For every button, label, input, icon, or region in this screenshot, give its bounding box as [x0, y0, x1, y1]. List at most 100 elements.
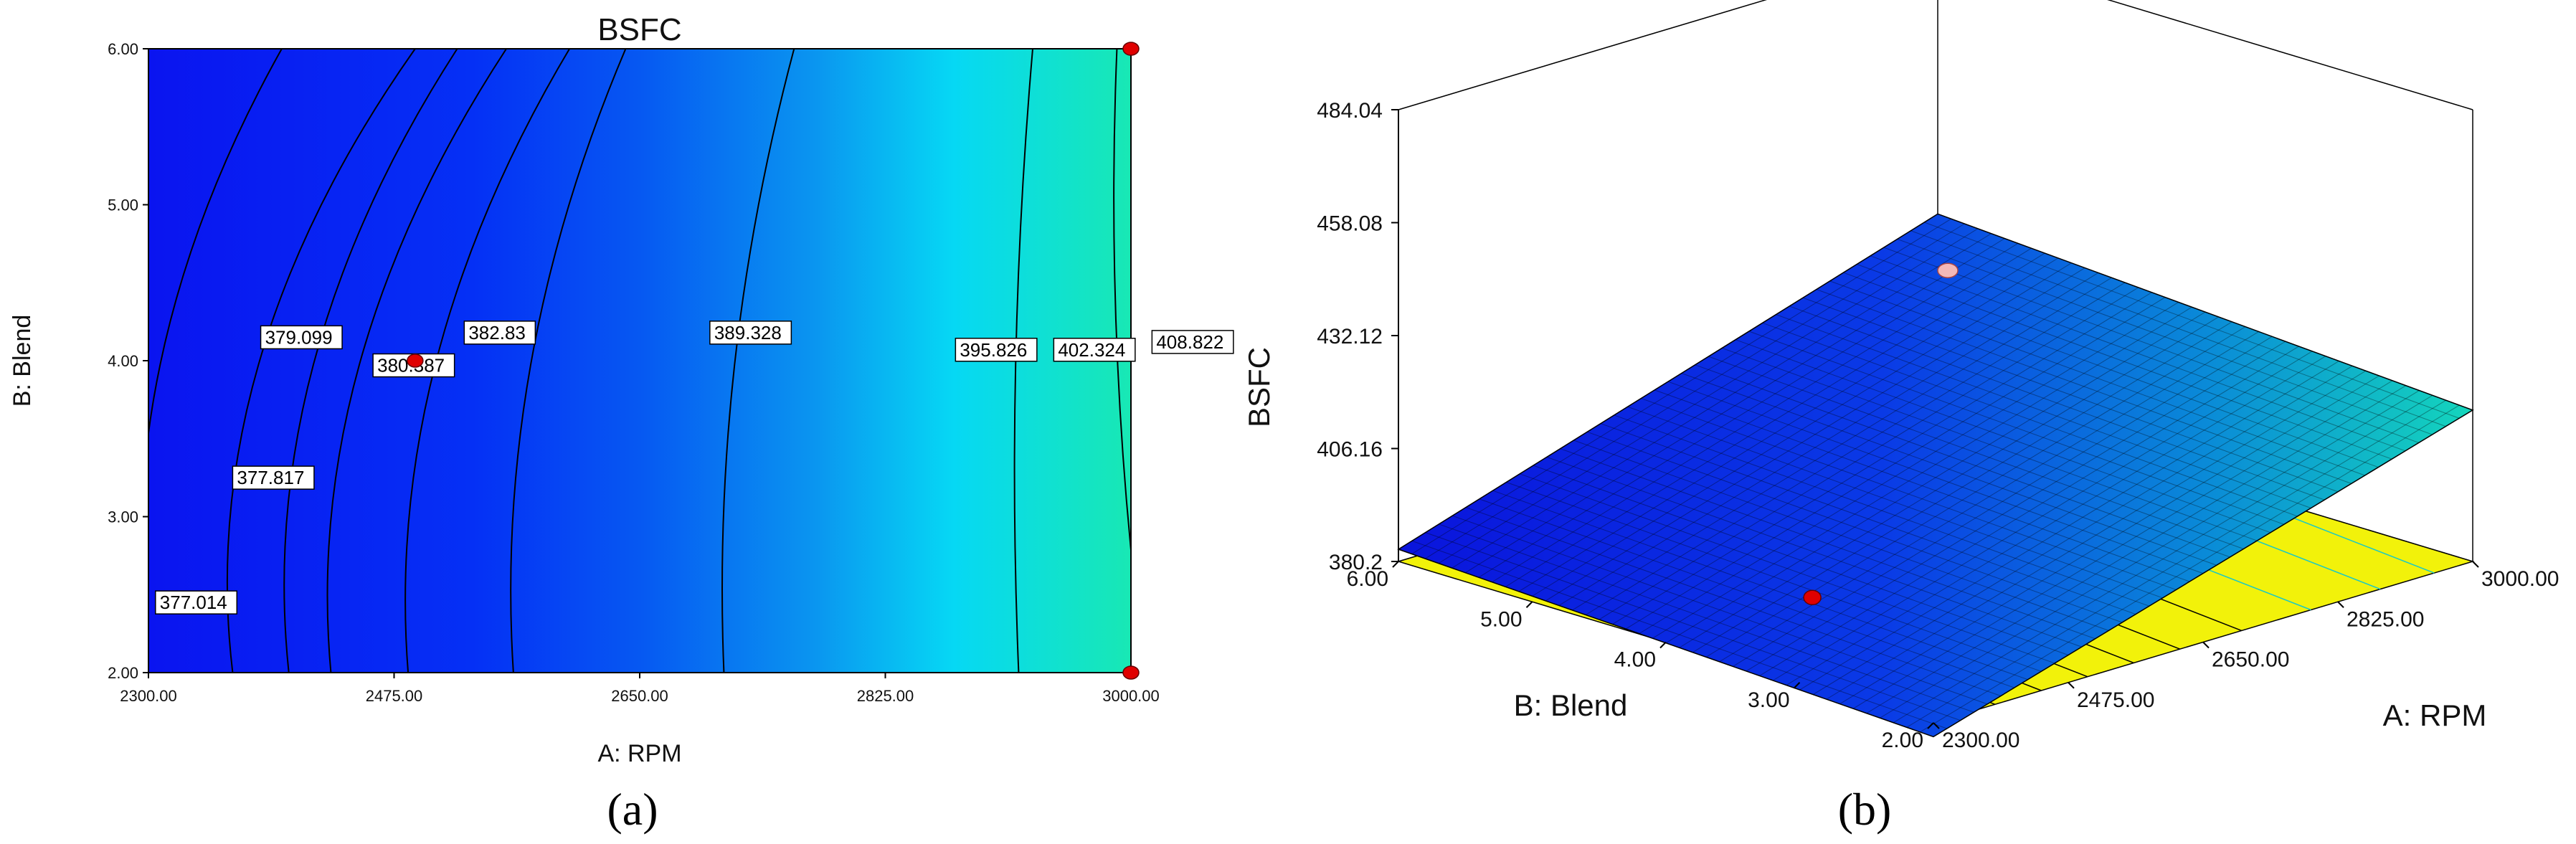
contour-y-ticks: 2.00 3.00 4.00 5.00 6.00	[108, 40, 148, 682]
y-tick-label: 6.00	[1347, 567, 1388, 591]
surface-panel: 380.2 406.16 432.12 458.08 484.04 2300.00 2475…	[1242, 0, 2559, 835]
mesh-line	[1654, 389, 2190, 582]
mesh-line	[1776, 314, 2311, 509]
y-tick-mark	[1525, 601, 1533, 608]
contour-line	[721, 49, 795, 673]
contour-x-ticks: 2300.00 2475.00 2650.00 2825.00 3000.00	[120, 673, 1160, 705]
mesh-line	[1639, 301, 2179, 635]
design-point	[407, 354, 424, 368]
mesh-line	[1933, 409, 2473, 737]
x-tick-mark	[2337, 601, 2344, 608]
mesh-line	[1799, 361, 2339, 691]
contour-label-box	[155, 590, 238, 615]
mesh-line	[1937, 213, 2473, 411]
y-tick-mark	[1793, 682, 1801, 689]
contour-level-label: 408.822	[1156, 331, 1223, 353]
mesh-line	[1812, 365, 2353, 696]
design-point	[1937, 262, 1959, 278]
mesh-line	[1411, 218, 1951, 554]
contour-label-box	[1053, 338, 1136, 362]
surface-axis-ticks: 380.2 406.16 432.12 458.08 484.04 2300.00 2475…	[1317, 99, 2559, 752]
contour-label-box	[1151, 330, 1234, 354]
mesh-line	[1759, 346, 2299, 676]
mesh-line	[1735, 339, 2271, 534]
contour-level-label: 402.324	[1058, 339, 1125, 361]
mesh-line	[1839, 375, 2380, 705]
contour-label-box	[709, 321, 792, 345]
mesh-line	[1681, 373, 2217, 566]
mesh-line	[1478, 242, 2019, 578]
mesh-line	[1679, 316, 2219, 648]
box-edge	[2107, 0, 2473, 110]
x-tick-mark	[2068, 682, 2075, 689]
mesh-line	[1532, 262, 2072, 597]
mesh-line	[1518, 257, 2059, 592]
mesh-line	[1600, 423, 2136, 615]
mesh-line	[1708, 356, 2244, 549]
mesh-line	[1786, 356, 2326, 686]
mesh-line	[1546, 456, 2082, 648]
y-tick-label: 2.00	[108, 664, 138, 682]
mesh-line	[1425, 223, 1965, 559]
x-tick-label: 2300.00	[120, 687, 177, 705]
contour-x-axis-label: A: RPM	[597, 740, 681, 767]
mesh-line	[1857, 264, 2392, 460]
mesh-line	[1880, 390, 2420, 719]
z-tick-label: 458.08	[1317, 212, 1383, 236]
x-tick-label: 2650.00	[2212, 648, 2289, 672]
contour-level-label: 382.83	[468, 322, 526, 343]
y-tick-label: 5.00	[108, 196, 138, 214]
contour-design-points	[407, 42, 1140, 680]
contour-label-box	[955, 338, 1038, 362]
design-point	[1122, 665, 1140, 680]
mesh-line	[1599, 287, 2139, 620]
z-tick-label: 432.12	[1317, 325, 1383, 348]
mesh-line	[1479, 498, 2014, 688]
mesh-line	[1722, 347, 2258, 541]
contour-title: BSFC	[597, 12, 681, 47]
mesh-line	[1398, 213, 1938, 550]
mesh-line	[1789, 305, 2325, 501]
mesh-line	[1520, 473, 2055, 664]
x-tick-label: 2300.00	[1942, 729, 2019, 752]
contour-level-label: 389.328	[714, 322, 782, 343]
contour-panel: BSFC 2300.00 2475.00 2650.00 2825.00 3000.00…	[9, 12, 1234, 835]
contour-level-label: 377.014	[160, 592, 227, 613]
y-tick-label: 3.00	[1748, 688, 1789, 712]
mesh-line	[1614, 414, 2149, 607]
design-point	[1122, 42, 1140, 56]
mesh-line	[1746, 341, 2286, 672]
mesh-line	[1695, 364, 2230, 558]
x-tick-label: 2825.00	[2347, 607, 2424, 631]
x-tick-label: 3000.00	[2481, 567, 2559, 591]
response-surface	[1397, 213, 2474, 738]
surface-y-axis-label: B: Blend	[1514, 688, 1628, 722]
contour-label-box	[260, 325, 343, 350]
contour-line	[326, 49, 507, 673]
contour-level-label: 379.099	[265, 326, 333, 348]
y-tick-label: 6.00	[108, 40, 138, 58]
mesh-line	[1883, 247, 2419, 443]
y-tick-label: 2.00	[1882, 729, 1923, 752]
mesh-line	[1425, 532, 1961, 721]
x-tick-label: 2650.00	[611, 687, 668, 705]
mesh-line	[1732, 336, 2273, 667]
x-tick-label: 2475.00	[366, 687, 423, 705]
mesh-line	[1924, 222, 2460, 419]
surface-patch	[1397, 213, 2474, 738]
mesh-line	[1866, 385, 2407, 714]
mesh-line	[1843, 272, 2379, 468]
mesh-line	[1906, 399, 2446, 728]
mesh-line	[1506, 482, 2042, 672]
mesh-line	[1641, 398, 2177, 590]
x-tick-mark	[1933, 722, 1940, 729]
y-tick-mark	[1392, 561, 1399, 568]
mesh-line	[1438, 228, 1979, 564]
y-tick-label: 5.00	[1480, 607, 1522, 631]
mesh-line	[1505, 252, 2045, 587]
surface-design-points	[1803, 262, 1959, 605]
mesh-line	[1573, 440, 2109, 631]
x-tick-mark	[2202, 641, 2210, 649]
mesh-line	[1829, 280, 2365, 476]
